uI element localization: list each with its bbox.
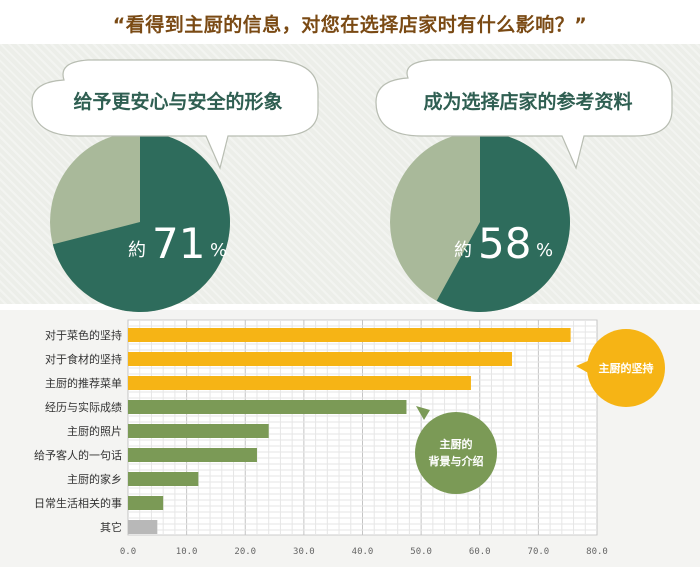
bar-7 [128,472,199,486]
pie-1-unit: % [210,240,227,261]
x-tick-4: 40.0 [352,547,374,557]
bar-label-8: 日常生活相关的事 [34,496,122,510]
pie-1-slice-main [52,132,230,313]
callout-1-text: 主厨的坚持 [599,361,654,375]
speech-bubble-1: 给予更安心与安全的形象 [31,59,319,170]
bar-label-7: 主厨的家乡 [67,472,122,486]
callout-chef-dedication: 主厨的坚持 [576,329,665,407]
bar-label-9: 其它 [100,520,122,534]
bar-1 [128,328,571,342]
bar-6 [128,448,257,462]
pie-2-value: 58 [478,219,531,268]
pie-2-slice-main [436,132,570,312]
bubble-1-text: 给予更安心与安全的形象 [73,90,282,113]
callout-2-text-line1: 主厨的 [440,437,473,451]
x-tick-5: 50.0 [410,547,432,557]
bar-8 [128,496,164,510]
speech-bubble-2: 成为选择店家的参考资料 [375,59,673,170]
pie-1-slices [50,132,230,313]
pie-chart-2: 成为选择店家的参考资料 約 58 % [375,59,673,312]
bars [128,328,571,534]
page-title: “看得到主厨的信息，对您在选择店家时有什么影响？” [112,14,588,36]
x-tick-labels: 0.0 10.0 20.0 30.0 40.0 50.0 60.0 70.0 80.0 [120,547,608,557]
bubble-2-text: 成为选择店家的参考资料 [423,90,632,113]
pie-2-slices [390,132,570,312]
bar-label-6: 给予客人的一句话 [34,448,122,462]
pie-2-prefix: 約 [454,240,472,261]
divider [0,304,700,310]
bar-labels: 对于菜色的坚持对于食材的坚持主厨的推荐菜单经历与实际成绩主厨的照片给予客人的一句… [34,328,122,534]
bar-5 [128,424,269,438]
pie-1-prefix: 約 [128,240,146,261]
x-tick-6: 60.0 [469,547,491,557]
x-tick-2: 20.0 [234,547,256,557]
bar-label-1: 对于菜色的坚持 [45,328,122,342]
x-tick-3: 30.0 [293,547,315,557]
x-tick-8: 80.0 [586,547,608,557]
bar-9 [128,520,158,534]
x-tick-1: 10.0 [176,547,198,557]
bubble-shape [375,59,673,170]
bar-chart: 对于菜色的坚持对于食材的坚持主厨的推荐菜单经历与实际成绩主厨的照片给予客人的一句… [34,319,665,557]
x-tick-0: 0.0 [120,547,136,557]
pie-1-value: 71 [152,219,205,268]
title-bar: “看得到主厨的信息，对您在选择店家时有什么影响？” [0,0,700,44]
bar-label-4: 经历与实际成绩 [45,400,122,414]
bar-4 [128,400,407,414]
bar-label-5: 主厨的照片 [67,424,122,438]
bar-label-3: 主厨的推荐菜单 [45,376,122,390]
x-tick-7: 70.0 [528,547,550,557]
bar-3 [128,376,471,390]
bubble-shape [31,59,319,170]
callout-2-text-line2: 背景与介绍 [429,454,484,468]
bar-2 [128,352,512,366]
pie-2-unit: % [536,240,553,261]
pie-chart-1: 给予更安心与安全的形象 約 71 % [31,59,319,313]
bar-label-2: 对于食材的坚持 [45,352,122,366]
